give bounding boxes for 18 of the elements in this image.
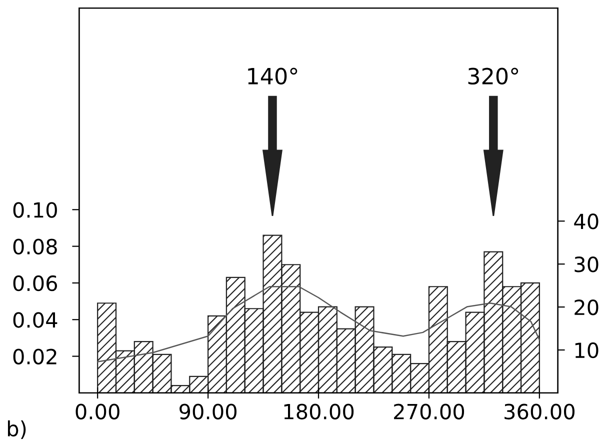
x-tick-label: 270.00 — [394, 404, 464, 420]
x-tick-label: 0.00 — [76, 404, 120, 420]
x-tick-label: 180.00 — [284, 404, 354, 420]
y-tick-label: 0.04 — [13, 312, 58, 328]
y-tick-label: 0.06 — [13, 275, 58, 292]
y-tick-label: 0.10 — [13, 202, 57, 218]
y2-tick-label: 20 — [574, 299, 598, 316]
y-tick-label: 0.02 — [13, 348, 56, 364]
y2-tick-label: 40 — [574, 214, 598, 230]
y-tick-label: 0.08 — [13, 238, 57, 255]
text: b) — [8, 420, 26, 439]
x-tick-label: 90.00 — [180, 404, 236, 420]
line-series — [96, 286, 540, 362]
annotation: 140° — [248, 68, 298, 85]
y2-tick-label: 30 — [574, 256, 598, 272]
x-tick-label: 360.00 — [504, 404, 574, 420]
annotation: 320° — [468, 68, 518, 85]
y2-tick-label: 10 — [575, 342, 598, 358]
